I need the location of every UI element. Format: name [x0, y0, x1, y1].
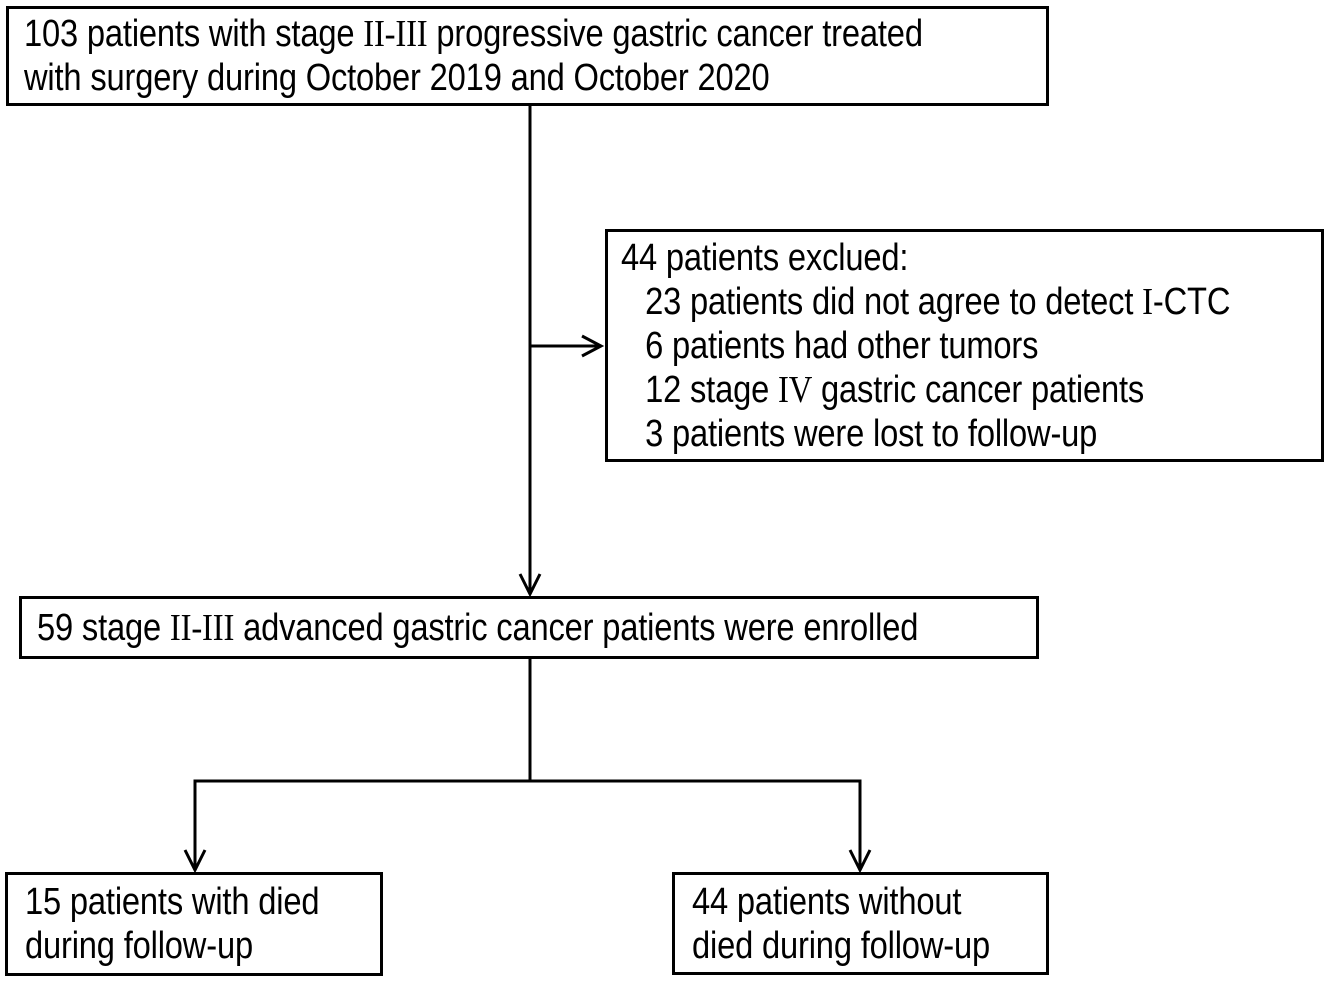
- box-died-text: 15 patients with died during follow-up: [25, 880, 330, 968]
- box-excluded-text: 44 patients exclued: 23 patients did not …: [621, 236, 1231, 456]
- arrowhead-down-died-icon: [183, 849, 207, 874]
- text-line: 3 patients were lost to follow-up: [645, 412, 1098, 455]
- text-line: 12 stage IV gastric cancer patients: [645, 368, 1145, 411]
- arrowhead-down-enrolled-icon: [518, 573, 542, 598]
- text-line: 103 patients with stage II-III progressi…: [24, 13, 923, 55]
- connector-split-rail: [193, 779, 862, 869]
- box-initial-patients: 103 patients with stage II-III progressi…: [6, 6, 1049, 106]
- box-died-patients: 15 patients with died during follow-up: [5, 872, 383, 976]
- arrowhead-down-survived-icon: [848, 849, 872, 874]
- box-initial-text: 103 patients with stage II-III progressi…: [24, 12, 923, 100]
- text-line: died during follow-up: [692, 924, 990, 967]
- text-line: 44 patients without: [692, 880, 962, 923]
- box-survived-patients: 44 patients without died during follow-up: [672, 872, 1049, 975]
- box-survived-text: 44 patients without died during follow-up: [692, 880, 996, 968]
- text-line: during follow-up: [25, 925, 253, 967]
- text-line: 23 patients did not agree to detect I-CT…: [645, 280, 1231, 323]
- text-line: with surgery during October 2019 and Oct…: [24, 57, 770, 99]
- text-line: 6 patients had other tumors: [645, 324, 1039, 367]
- box-enrolled-text: 59 stage II-III advanced gastric cancer …: [37, 606, 919, 650]
- text-line: 15 patients with died: [25, 881, 320, 923]
- text-line: 44 patients exclued:: [621, 236, 909, 279]
- box-enrolled-patients: 59 stage II-III advanced gastric cancer …: [19, 596, 1039, 659]
- box-excluded-patients: 44 patients exclued: 23 patients did not …: [605, 229, 1324, 462]
- arrowhead-right-excluded-icon: [581, 334, 605, 358]
- text-line: 59 stage II-III advanced gastric cancer …: [37, 606, 919, 649]
